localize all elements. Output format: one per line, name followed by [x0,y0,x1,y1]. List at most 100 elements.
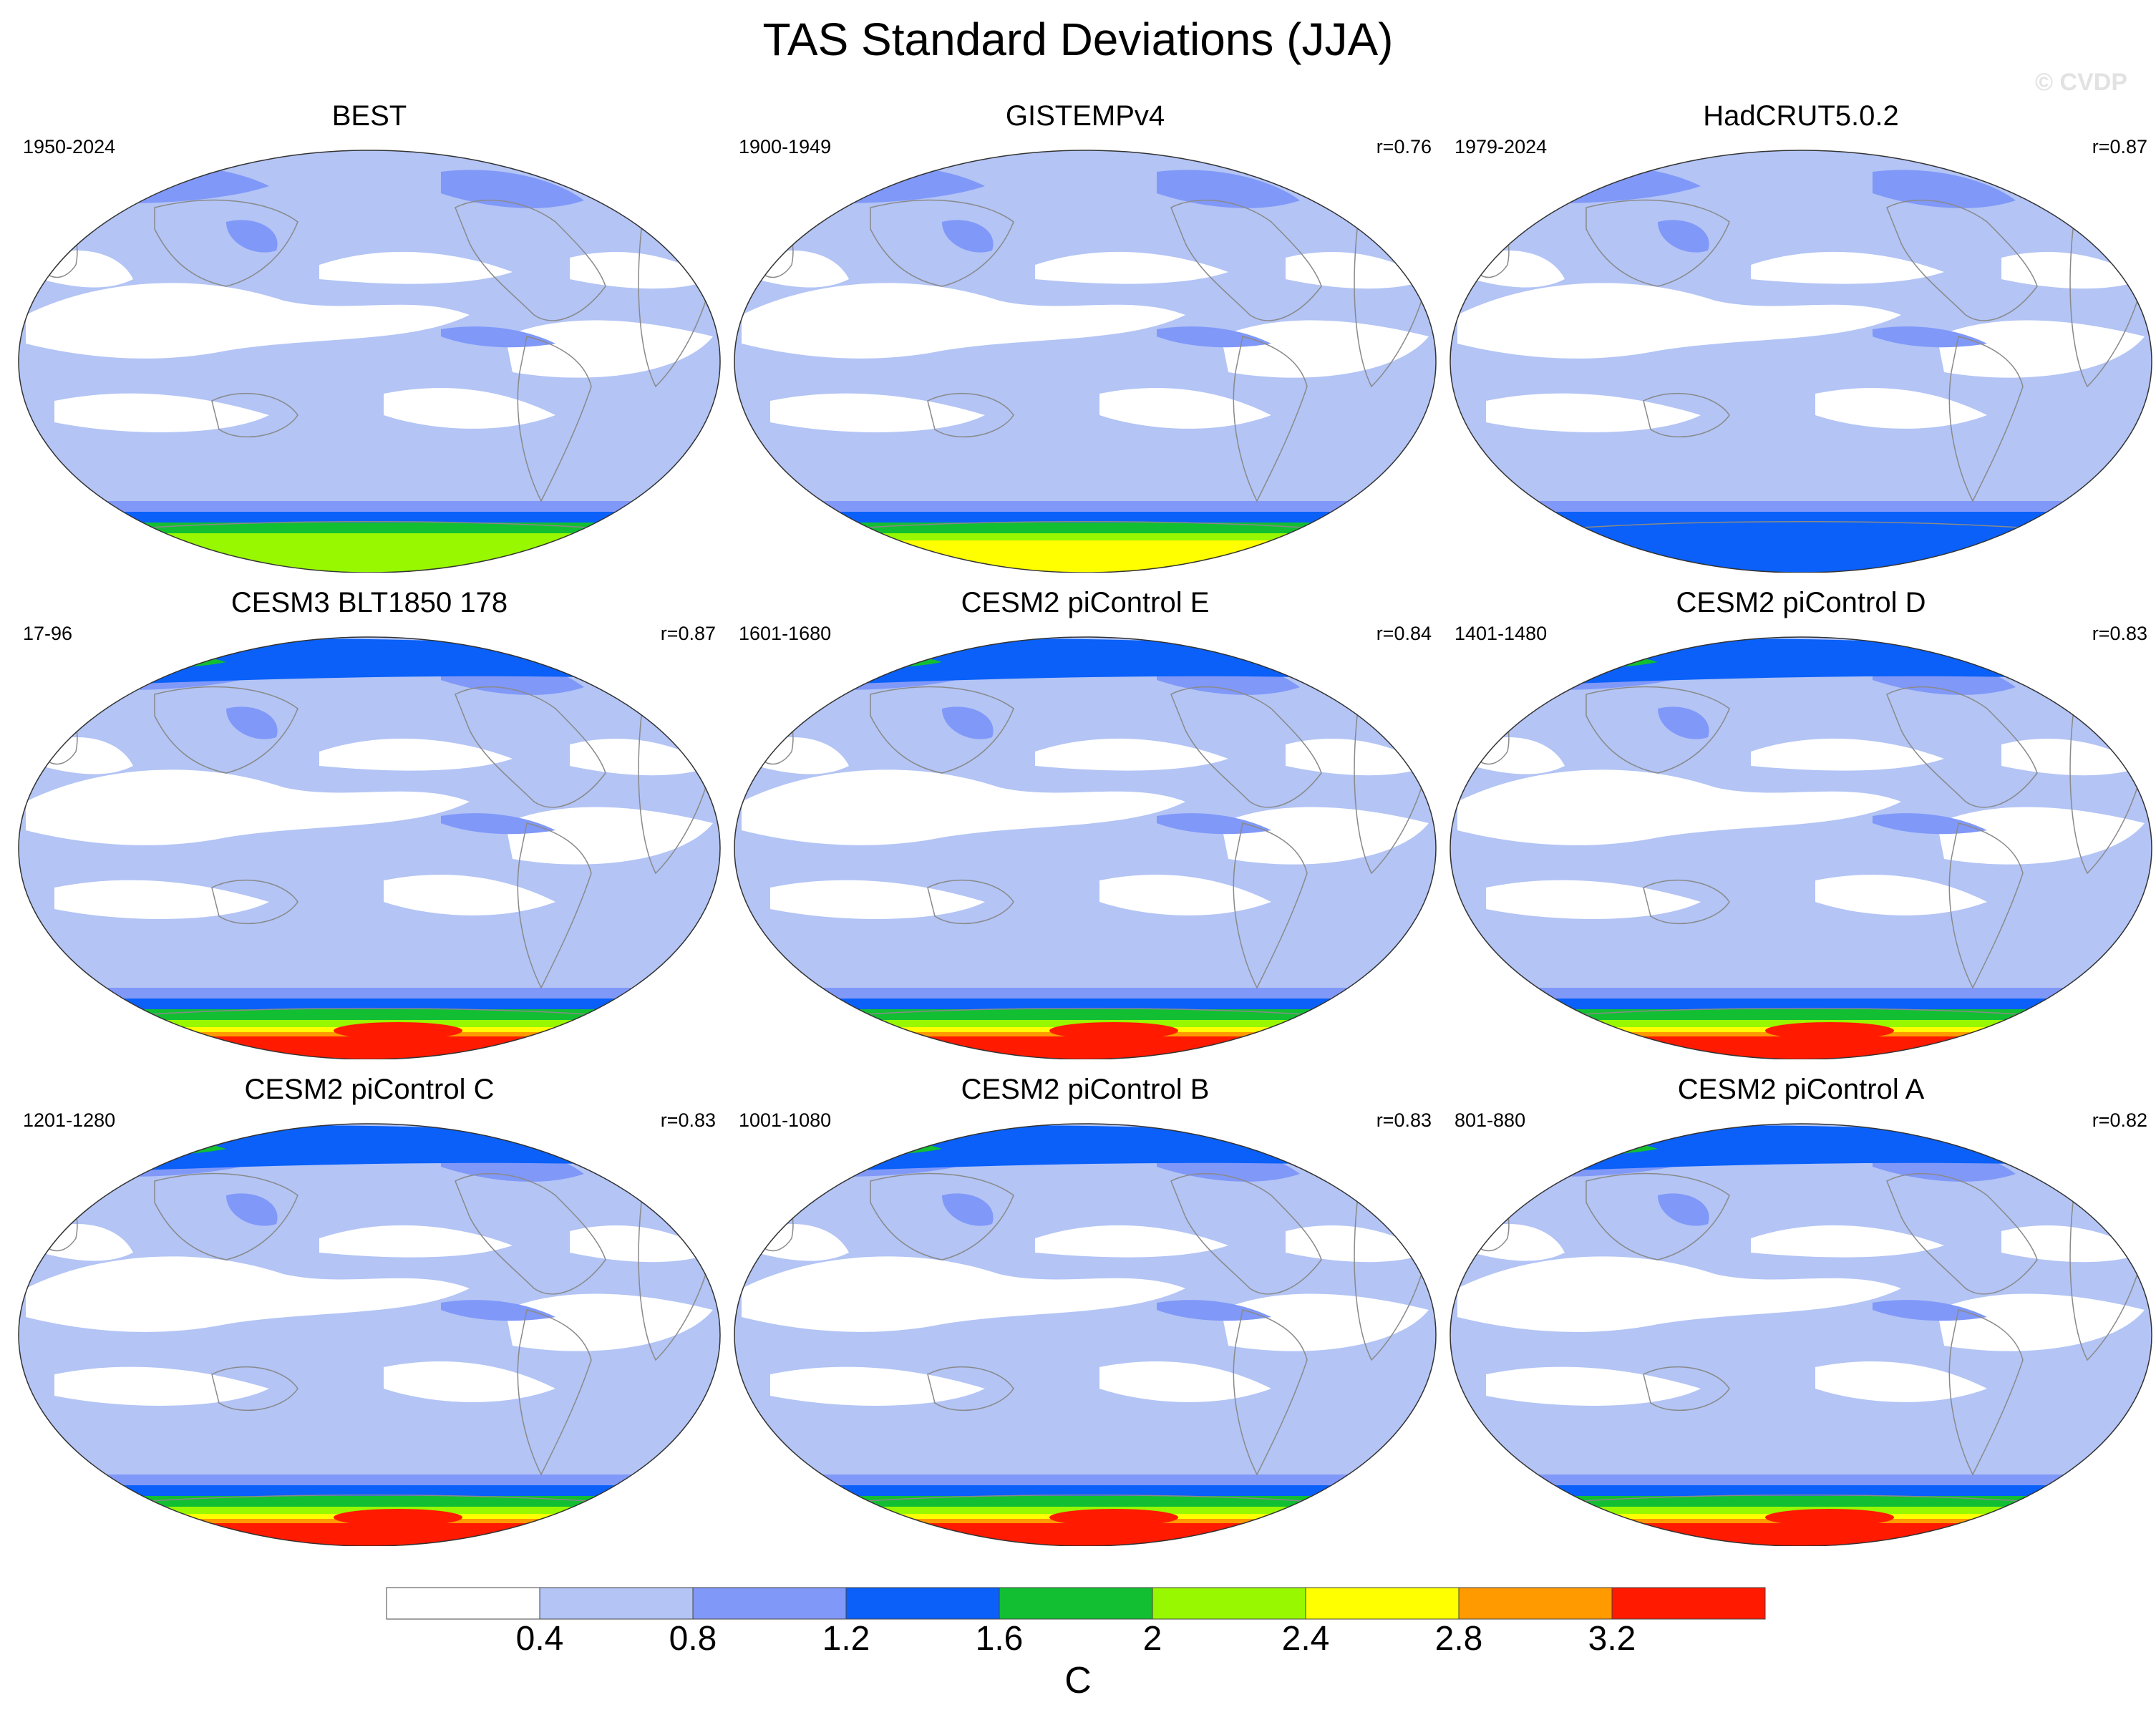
panel-period: 1979-2024 [1455,136,1548,157]
panel-title: CESM2 piControl A [1677,1074,1925,1105]
sd-band-below-0.4 [1286,1225,1429,1263]
map-border [734,1123,1437,1546]
sd-band-0.8-1.2 [1157,813,1271,835]
coastline [1233,1309,1308,1476]
sd-band-0.8-1.2 [1873,813,1987,835]
coastline [211,879,298,925]
sd-band-below-0.4 [1099,874,1271,915]
panel-title: BEST [331,100,407,132]
panel-period: 801-880 [1455,1109,1526,1131]
sd-band-below-0.4 [742,1256,1185,1332]
sd-band-below-0.4 [1221,1293,1429,1351]
colorbar-swatch [999,1587,1153,1620]
sd-band-below-0.4 [770,880,985,919]
sd-band-0.8-1.2 [942,1193,994,1226]
sd-band-below-0.4 [1751,251,1944,284]
sd-band-0.8-1.2 [1157,170,1300,208]
map-panel: CESM2 piControl D 1401-1480 r=0.83 [1443,587,2156,1059]
map-border [18,1123,721,1546]
colorbar-swatch [1152,1587,1306,1620]
antarctic-sd-band [1450,1036,2152,1059]
cvdp-watermark: © CVDP [2035,69,2127,96]
antarctic-sd-band [19,1523,720,1546]
colorbar-swatch [1458,1587,1613,1620]
coastline [154,199,298,287]
sd-band-0.8-1.2 [226,706,278,739]
map-panel: CESM2 piControl A 801-880 r=0.82 [1443,1074,2156,1546]
sd-band-below-0.4 [1221,807,1429,865]
antarctica-coastline [834,1495,1336,1504]
coastline [1948,822,2024,989]
panel-title: CESM3 BLT1850 178 [230,587,508,618]
sd-band-0.8-1.2 [770,174,899,192]
sd-band-0.8-1.2 [1157,326,1271,348]
map-projection [18,1123,721,1546]
sd-band-below-0.4 [1457,769,1901,845]
map-panel: CESM2 piControl B 1001-1080 r=0.83 [727,1074,1443,1546]
panel-correlation: r=0.83 [660,1109,716,1131]
colorbar-tick-label: 2 [1142,1620,1162,1658]
sd-band-below-0.4 [1937,320,2145,378]
sd-band-below-0.4 [770,393,985,432]
coastline [211,392,298,438]
antarctic-sd-peak [1765,1022,1894,1039]
sd-band-below-0.4 [54,393,269,432]
sd-band-below-0.4 [54,880,269,919]
sd-band-below-0.4 [1035,738,1228,771]
sd-band-below-0.4 [1099,1361,1271,1402]
coastline [1643,392,1730,438]
antarctica-coastline [1550,1008,2052,1017]
sd-band-below-0.4 [26,1256,470,1332]
sd-band-below-0.4 [319,1225,513,1258]
sd-band-below-0.4 [384,1361,555,1402]
coastline [1586,1172,1730,1260]
map-projection [1450,636,2152,1059]
colorbar-units: C [1064,1660,1092,1701]
sd-band-0.8-1.2 [1873,1300,1987,1321]
antarctica-coastline [118,521,621,530]
sd-band-below-0.4 [1751,738,1944,771]
coastline [1643,1366,1730,1412]
coastline [211,1366,298,1412]
colorbar-tick-label: 1.6 [975,1620,1024,1658]
sd-band-0.8-1.2 [441,170,584,208]
coastline [455,1172,606,1295]
sd-band-0.8-1.2 [1873,170,2016,208]
colorbar-swatch [1305,1587,1460,1620]
colorbar-swatch [539,1587,694,1620]
sd-band-below-0.4 [1099,387,1271,429]
panel-period: 1601-1680 [739,623,832,644]
panel-title: CESM2 piControl C [244,1074,495,1105]
map-border [1450,636,2152,1059]
sd-band-below-0.4 [1937,807,2145,865]
sd-band-0.8-1.2 [226,220,278,253]
sd-band-below-0.4 [40,251,133,288]
coastline [455,199,606,321]
map-panel: GISTEMPv4 1900-1949 r=0.76 [727,100,1443,573]
sd-band-below-0.4 [54,1366,269,1406]
sd-band-below-0.4 [570,251,713,289]
coastline [154,686,298,774]
sd-band-0.8-1.2 [441,1300,555,1321]
coastline [1233,822,1308,989]
coastline [870,686,1014,774]
antarctic-sd-band [734,1523,1436,1546]
colorbar-swatch [845,1587,1000,1620]
coastline [927,879,1014,925]
antarctic-sd-band [19,533,720,573]
sd-band-below-0.4 [570,738,713,776]
colorbar-tick-label: 2.8 [1434,1620,1483,1658]
sd-band-below-0.4 [1035,251,1228,284]
antarctic-sd-band [734,540,1436,573]
antarctica-coastline [1550,521,2052,530]
coastline [1948,336,2024,502]
panel-title: CESM2 piControl E [961,587,1210,618]
sd-band-below-0.4 [1751,1225,1944,1258]
sd-band-below-0.4 [1815,874,1987,915]
sd-band-below-0.4 [1035,1225,1228,1258]
coastline [1948,1309,2024,1476]
map-projection [1450,150,2152,573]
antarctic-sd-peak [1049,1509,1178,1526]
colorbar-tick-label: 0.4 [515,1620,564,1658]
sd-band-0.8-1.2 [441,326,555,348]
